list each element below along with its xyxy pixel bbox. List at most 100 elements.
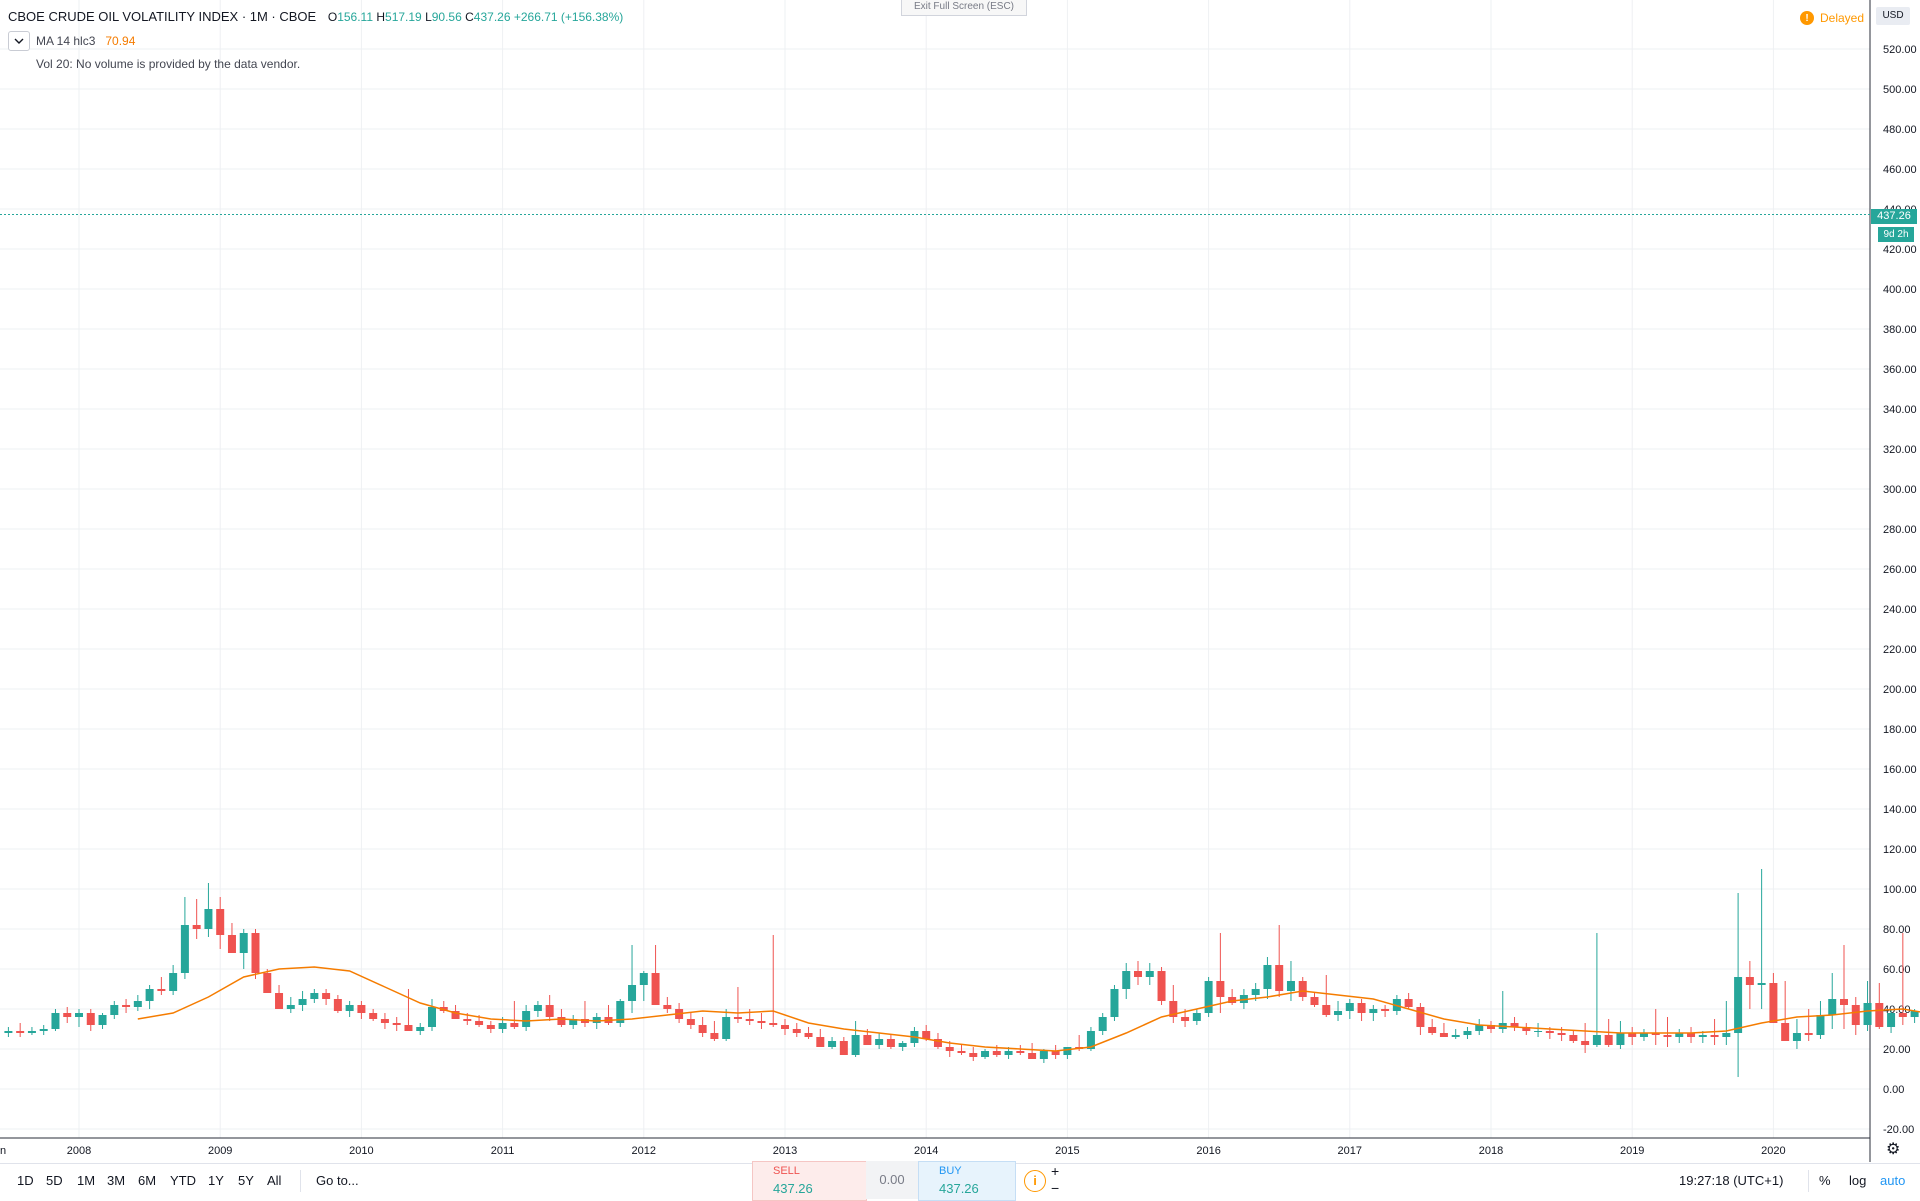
auto-scale-toggle[interactable]: auto [1880, 1173, 1906, 1188]
candle-body [1840, 999, 1848, 1005]
goto-date-button[interactable]: Go to... [316, 1173, 359, 1188]
candle-body [545, 1005, 554, 1017]
candle-body [592, 1017, 601, 1023]
candle-body [180, 925, 189, 973]
y-tick-label: 380.00 [1883, 324, 1917, 336]
y-tick-label: 400.00 [1883, 284, 1917, 296]
candle-body [369, 1013, 378, 1019]
candle-body [475, 1021, 484, 1025]
zoom-in-button[interactable]: + [1051, 1163, 1060, 1179]
range-5y-button[interactable]: 5Y [238, 1173, 254, 1188]
toolbar-divider [300, 1170, 301, 1192]
range-ytd-button[interactable]: YTD [170, 1173, 196, 1188]
range-5d-button[interactable]: 5D [46, 1173, 63, 1188]
candle-body [922, 1031, 931, 1039]
range-1d-button[interactable]: 1D [17, 1173, 34, 1188]
candle-body [769, 1023, 778, 1025]
settings-gear-icon[interactable]: ⚙ [1886, 1141, 1901, 1158]
candle-body [1439, 1033, 1448, 1037]
log-scale-toggle[interactable]: log [1849, 1173, 1867, 1188]
sell-label: SELL [773, 1165, 800, 1177]
candle-body [169, 973, 178, 991]
candle-body [1875, 1003, 1884, 1027]
candle-body [1757, 983, 1766, 985]
candle-body [686, 1019, 695, 1025]
x-tick-label: 2013 [773, 1145, 797, 1157]
candle-body [1416, 1007, 1425, 1027]
exit-fullscreen-button[interactable]: Exit Full Screen (ESC) [901, 0, 1027, 16]
candle-body [204, 909, 213, 929]
candle-body [1887, 1013, 1896, 1027]
x-tick-label: 2017 [1338, 1145, 1362, 1157]
candle-body [1581, 1041, 1590, 1045]
candle-body [263, 973, 272, 993]
candle-body [1675, 1033, 1684, 1037]
candle-body [745, 1019, 754, 1021]
buy-price: 437.26 [939, 1181, 979, 1196]
candle-body [1722, 1033, 1731, 1037]
symbol-title[interactable]: CBOE CRUDE OIL VOLATILITY INDEX · 1M · C… [8, 9, 317, 24]
bar-countdown-tag: 9d 2h [1878, 227, 1914, 242]
candle-body [345, 1005, 354, 1011]
candle-body [1710, 1035, 1719, 1037]
range-1m-button[interactable]: 1M [77, 1173, 96, 1188]
y-tick-label: 20.00 [1883, 1044, 1911, 1056]
y-tick-label: 500.00 [1883, 84, 1917, 96]
candle-body [27, 1031, 36, 1033]
candle-body [839, 1041, 848, 1055]
candle-body [1604, 1035, 1613, 1045]
candle-body [969, 1053, 978, 1057]
candle-body [1157, 971, 1166, 1001]
sell-button[interactable]: SELL 437.26 [752, 1161, 867, 1201]
candle-body [463, 1019, 472, 1021]
candle-body [557, 1017, 566, 1025]
y-tick-label: -20.00 [1883, 1124, 1914, 1136]
delayed-indicator[interactable]: ! Delayed [1800, 11, 1864, 25]
candle-body [333, 999, 342, 1011]
ohlc-values: O156.11 H517.19 L90.56 C437.26 +266.71 (… [328, 10, 623, 24]
candle-body [533, 1005, 542, 1011]
candle-body [933, 1039, 942, 1047]
range-3m-button[interactable]: 3M [107, 1173, 126, 1188]
ma-indicator-label[interactable]: MA 14 hlc3 [36, 34, 96, 48]
buy-button[interactable]: BUY 437.26 [918, 1161, 1016, 1201]
candle-body [1298, 981, 1307, 997]
y-tick-label: 220.00 [1883, 644, 1917, 656]
range-all-button[interactable]: All [267, 1173, 282, 1188]
y-tick-label: 160.00 [1883, 764, 1917, 776]
candle-body [357, 1005, 366, 1013]
range-1y-button[interactable]: 1Y [208, 1173, 224, 1188]
indicator-row: MA 14 hlc3 70.94 [8, 31, 135, 51]
zoom-out-button[interactable]: − [1051, 1180, 1060, 1196]
candle-body [1192, 1013, 1201, 1021]
x-tick-label: 2011 [491, 1145, 515, 1157]
y-tick-label: 480.00 [1883, 124, 1917, 136]
candle-body [1428, 1027, 1437, 1033]
candle-body [110, 1005, 119, 1015]
candle-body [192, 925, 201, 929]
candle-body [1698, 1035, 1707, 1037]
candle-body [781, 1025, 789, 1029]
currency-badge[interactable]: USD [1876, 7, 1910, 25]
candle-body [981, 1051, 990, 1057]
y-tick-label: 100.00 [1883, 884, 1917, 896]
y-tick-label: 360.00 [1883, 364, 1917, 376]
candle-body [1028, 1053, 1037, 1059]
low-value: 90.56 [431, 10, 462, 24]
candle-body [569, 1019, 578, 1025]
clock-timezone[interactable]: 19:27:18 (UTC+1) [1679, 1173, 1784, 1188]
range-6m-button[interactable]: 6M [138, 1173, 157, 1188]
y-tick-label: 280.00 [1883, 524, 1917, 536]
y-tick-label: 60.00 [1883, 964, 1911, 976]
candle-body [122, 1005, 131, 1007]
collapse-indicators-button[interactable] [8, 31, 30, 51]
candle-body [1098, 1017, 1107, 1031]
candle-body [16, 1031, 25, 1033]
low-label: L [425, 10, 432, 24]
info-icon[interactable]: i [1024, 1170, 1046, 1192]
y-tick-label: 260.00 [1883, 564, 1917, 576]
candle-body [1263, 965, 1272, 989]
candle-body [1898, 1013, 1907, 1017]
percent-scale-toggle[interactable]: % [1819, 1173, 1831, 1188]
